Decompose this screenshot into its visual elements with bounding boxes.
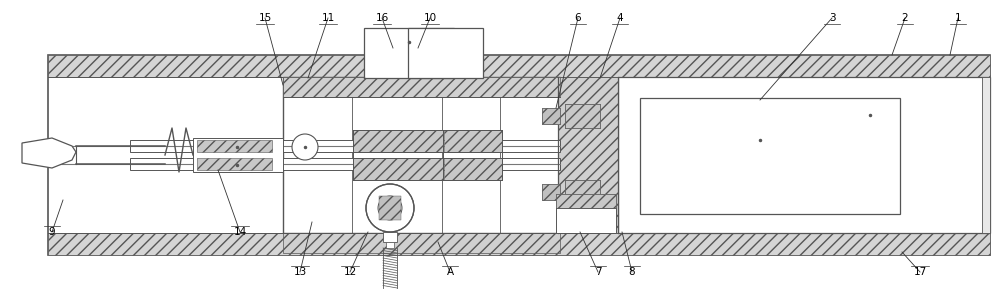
Circle shape bbox=[292, 134, 318, 160]
Text: 14: 14 bbox=[233, 227, 247, 237]
Text: 4: 4 bbox=[617, 13, 623, 23]
Bar bbox=[444, 158, 502, 180]
Bar bbox=[444, 130, 502, 152]
Bar bbox=[408, 28, 483, 78]
Bar bbox=[618, 77, 990, 233]
Bar bbox=[640, 98, 900, 214]
Text: 1: 1 bbox=[955, 13, 961, 23]
Text: 7: 7 bbox=[595, 267, 601, 277]
Text: 8: 8 bbox=[629, 267, 635, 277]
Bar bbox=[364, 28, 454, 78]
Bar bbox=[982, 77, 990, 233]
Bar bbox=[379, 196, 401, 220]
Bar bbox=[565, 104, 600, 128]
Polygon shape bbox=[22, 138, 76, 168]
Text: 10: 10 bbox=[423, 13, 437, 23]
Text: 2: 2 bbox=[902, 13, 908, 23]
Bar bbox=[542, 184, 560, 200]
Bar bbox=[48, 55, 990, 255]
Bar bbox=[353, 130, 443, 152]
Bar bbox=[48, 233, 990, 255]
Text: 9: 9 bbox=[49, 227, 55, 237]
Bar bbox=[565, 180, 600, 204]
Bar bbox=[48, 55, 990, 77]
Bar bbox=[565, 180, 600, 204]
Bar bbox=[193, 138, 283, 172]
Bar bbox=[197, 140, 272, 152]
Bar bbox=[556, 194, 616, 233]
Text: 3: 3 bbox=[829, 13, 835, 23]
Bar bbox=[197, 158, 272, 170]
Text: 6: 6 bbox=[575, 13, 581, 23]
Bar bbox=[353, 158, 443, 180]
Text: 17: 17 bbox=[913, 267, 927, 277]
Text: 16: 16 bbox=[375, 13, 389, 23]
Bar bbox=[283, 233, 560, 253]
Bar bbox=[130, 140, 560, 152]
Text: 13: 13 bbox=[293, 267, 307, 277]
Bar bbox=[542, 184, 560, 200]
Bar bbox=[542, 108, 560, 124]
Bar bbox=[283, 77, 560, 233]
Text: 15: 15 bbox=[258, 13, 272, 23]
Text: 12: 12 bbox=[343, 267, 357, 277]
Circle shape bbox=[378, 196, 402, 220]
Bar bbox=[383, 232, 397, 242]
Bar bbox=[565, 104, 600, 128]
Bar bbox=[386, 242, 394, 248]
Text: 11: 11 bbox=[321, 13, 335, 23]
Bar bbox=[283, 77, 560, 97]
Text: A: A bbox=[446, 267, 454, 277]
Bar bbox=[130, 158, 560, 170]
Bar bbox=[558, 77, 618, 233]
Bar bbox=[542, 108, 560, 124]
Bar bbox=[556, 194, 616, 208]
Circle shape bbox=[366, 184, 414, 232]
